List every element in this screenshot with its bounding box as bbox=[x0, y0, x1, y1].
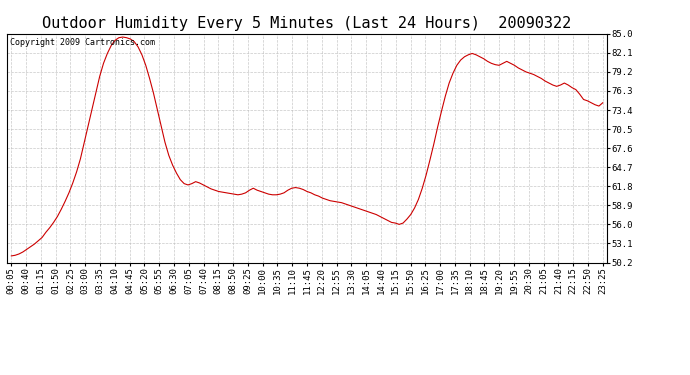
Title: Outdoor Humidity Every 5 Minutes (Last 24 Hours)  20090322: Outdoor Humidity Every 5 Minutes (Last 2… bbox=[42, 16, 572, 31]
Text: Copyright 2009 Cartronics.com: Copyright 2009 Cartronics.com bbox=[10, 38, 155, 47]
